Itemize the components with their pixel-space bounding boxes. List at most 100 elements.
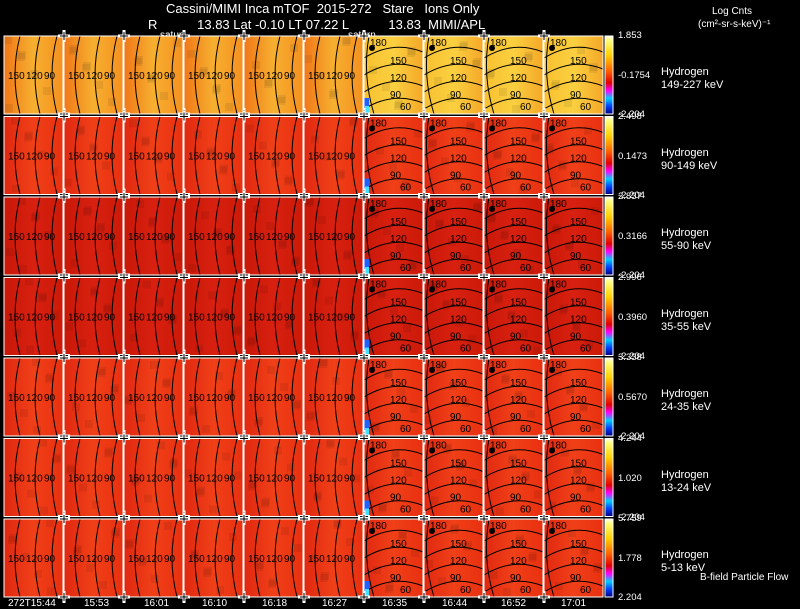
- contour-label: 90: [390, 412, 402, 423]
- contour-label: 120: [266, 474, 283, 485]
- contour-label: 60: [520, 424, 532, 435]
- contour-label: 90: [450, 251, 462, 262]
- contour-label: 90: [344, 554, 356, 565]
- contour-label: 90: [224, 71, 236, 82]
- heatmap-panel-r5-c8: 1801501209060: [484, 439, 543, 517]
- contour-label: 150: [450, 378, 467, 389]
- contour-label: 60: [580, 424, 592, 435]
- time-tick-label: 16:44: [442, 598, 467, 609]
- contour-label: 150: [390, 217, 407, 228]
- colorbar-mid-label: 1.020: [618, 473, 642, 484]
- contour-label: 90: [510, 251, 522, 262]
- contour-label: 120: [390, 154, 407, 165]
- contour-label: 120: [450, 476, 467, 487]
- contour-label: 150: [570, 137, 587, 148]
- contour-label: 90: [164, 71, 176, 82]
- contour-label: 60: [580, 183, 592, 194]
- contour-label: 60: [460, 585, 472, 596]
- heatmap-panel-r3-c7: 1801501209060: [424, 278, 483, 356]
- heatmap-panel-r6-c3: 150 120 90: [184, 519, 243, 597]
- colorbar-max-label: 3.338: [618, 352, 642, 363]
- contour-label: 120: [26, 393, 43, 404]
- contour-label: 120: [510, 395, 527, 406]
- contour-label: 150: [248, 393, 265, 404]
- contour-label: 150: [188, 554, 205, 565]
- contour-label: 150: [390, 298, 407, 309]
- heatmap-panel-r2-c4: 150 120 90: [244, 197, 303, 275]
- contour-label: 60: [520, 102, 532, 113]
- bfield-legend: B-field Particle Flow: [700, 572, 788, 583]
- contour-label: 150: [390, 539, 407, 550]
- heatmap-panel-r4-c6: 1801501209060: [364, 358, 423, 436]
- contour-label: 90: [390, 251, 402, 262]
- heatmap-panel-r2-c7: 1801501209060: [424, 197, 483, 275]
- contour-label: 90: [450, 573, 462, 584]
- row-label: Hydrogen 55-90 keV: [661, 227, 791, 253]
- colorbar-min-label: 2.204: [618, 592, 642, 603]
- heatmap-panel-r0-c1: 150 120 90: [64, 36, 123, 114]
- row-label: Hydrogen 13-24 keV: [661, 469, 791, 495]
- contour-label: 120: [390, 73, 407, 84]
- contour-label: 150: [188, 474, 205, 485]
- contour-label: 150: [248, 313, 265, 324]
- contour-label: 120: [26, 474, 43, 485]
- heatmap-panel-r5-c3: 150 120 90: [184, 439, 243, 517]
- contour-label: 150: [510, 56, 527, 67]
- contour-label: 90: [224, 232, 236, 243]
- contour-label: 120: [450, 73, 467, 84]
- colorbar-max-label: 1.853: [618, 30, 642, 41]
- row-species: Hydrogen: [661, 388, 791, 401]
- contour-label: 150: [450, 459, 467, 470]
- contour-label: 90: [224, 152, 236, 163]
- heatmap-panel-r1-c7: 1801501209060: [424, 117, 483, 195]
- contour-label: 150: [390, 137, 407, 148]
- colorbar: [605, 197, 613, 275]
- contour-label: 90: [570, 493, 582, 504]
- contour-label: 60: [400, 344, 412, 355]
- heatmap-panel-r0-c7: 1801501209060: [424, 36, 483, 114]
- colorbar: [605, 36, 613, 114]
- contour-label: 120: [510, 73, 527, 84]
- contour-label: 150: [8, 71, 25, 82]
- contour-label: 90: [104, 152, 116, 163]
- contour-label: 120: [326, 313, 343, 324]
- heatmap-panel-r1-c2: 150 120 90: [124, 117, 183, 195]
- contour-label: 120: [266, 232, 283, 243]
- contour-label: 120: [26, 152, 43, 163]
- heatmap-panel-r3-c5: 150 120 90: [304, 278, 363, 356]
- heatmap-panel-r3-c2: 150 120 90: [124, 278, 183, 356]
- row-energy: 35-55 keV: [661, 321, 791, 334]
- colorbar-mid-label: -0.1754: [618, 70, 650, 81]
- contour-label: 150: [68, 313, 85, 324]
- heatmap-panel-r2-c6: 1801501209060: [364, 197, 423, 275]
- contour-label: 90: [44, 232, 56, 243]
- heatmap-panel-r0-c3: 150 120 90: [184, 36, 243, 114]
- heatmap-panel-r2-c5: 150 120 90: [304, 197, 363, 275]
- contour-label: 150: [188, 152, 205, 163]
- contour-label: 120: [326, 71, 343, 82]
- time-tick-label: 16:35: [382, 598, 407, 609]
- contour-label: 120: [326, 474, 343, 485]
- contour-label: 90: [164, 313, 176, 324]
- contour-label: 150: [128, 232, 145, 243]
- heatmap-panel-r3-c6: 1801501209060: [364, 278, 423, 356]
- colorbar-mid-label: 0.1473: [618, 151, 647, 162]
- contour-label: 150: [68, 393, 85, 404]
- contour-label: 150: [248, 152, 265, 163]
- contour-label: 90: [284, 152, 296, 163]
- contour-label: 90: [284, 474, 296, 485]
- contour-label: 90: [450, 332, 462, 343]
- contour-label: 60: [520, 263, 532, 274]
- contour-label: 90: [344, 313, 356, 324]
- contour-label: 120: [26, 554, 43, 565]
- contour-label: 120: [266, 393, 283, 404]
- contour-label: 120: [266, 71, 283, 82]
- contour-label: 60: [400, 585, 412, 596]
- contour-label: 150: [8, 152, 25, 163]
- contour-label: 120: [146, 232, 163, 243]
- heatmap-panel-r0-c2: 150 120 90: [124, 36, 183, 114]
- contour-label: 120: [326, 393, 343, 404]
- contour-label: 90: [44, 554, 56, 565]
- time-tick-label: 15:53: [84, 598, 109, 609]
- heatmap-panel-r0-c8: 1801501209060: [484, 36, 543, 114]
